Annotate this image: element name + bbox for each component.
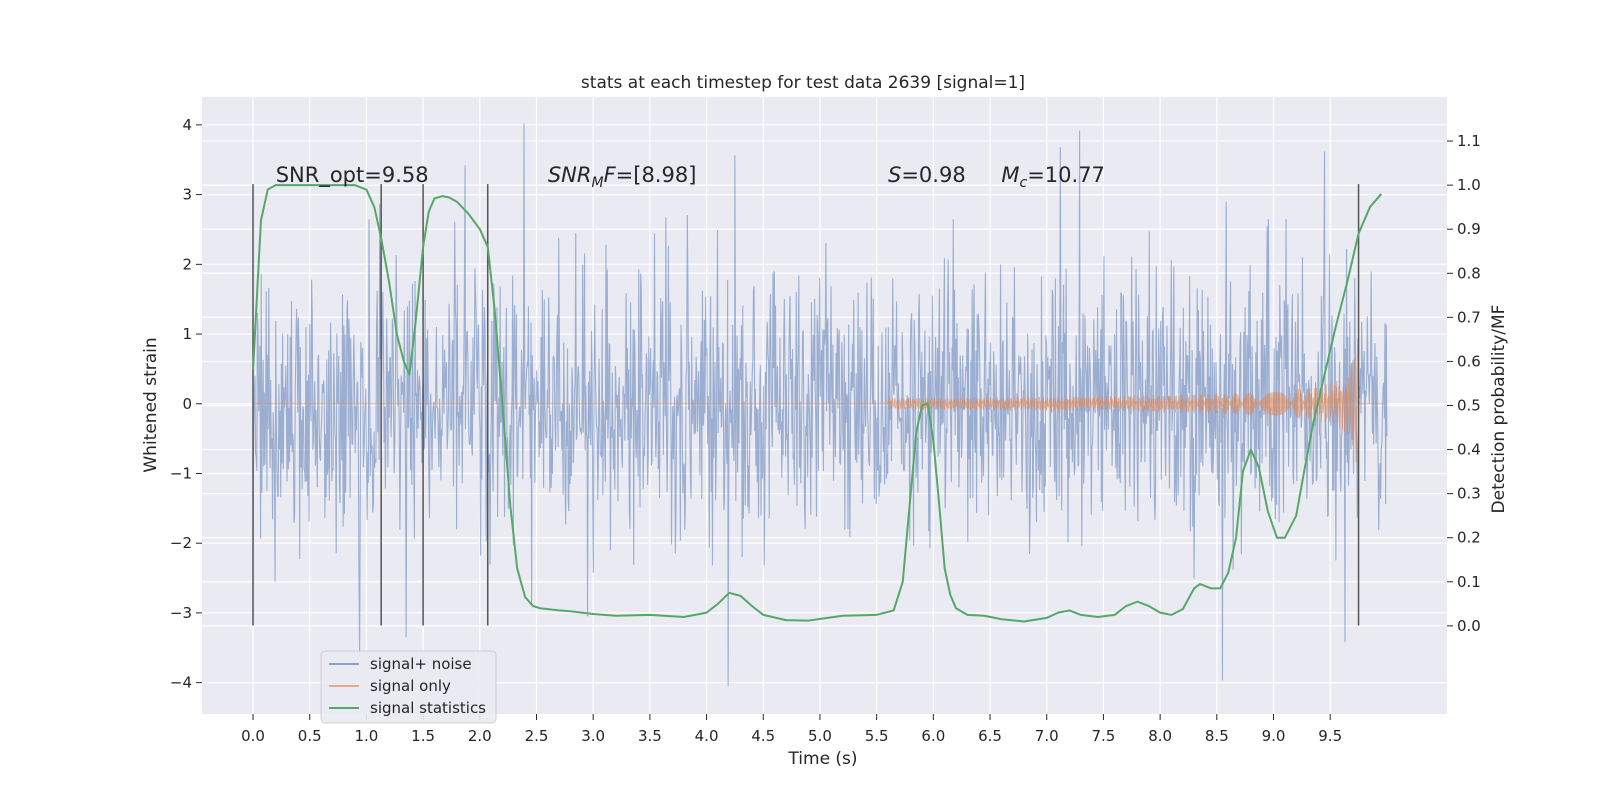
y-axis-ticks: 4 3 2 1 0 −1 −2 −3 −4 (170, 116, 202, 692)
y2-axis-label: Detection probability/MF (1489, 305, 1509, 514)
y2-tick-label-10: 0.1 (1457, 573, 1481, 591)
signal-noise-series (252, 123, 1388, 687)
y-tick-label-6: −2 (170, 534, 192, 552)
x-axis-ticks: 0.0 0.5 1.0 1.5 2.0 2.5 3.0 3.5 4.0 4.5 5.0 5.5 6.0 6… (241, 714, 1342, 745)
y-tick-label-3: 1 (182, 325, 192, 343)
x-tick-label-8: 4.0 (695, 727, 719, 745)
x-tick-label-4: 2.0 (468, 727, 492, 745)
y2-tick-label-2: 0.9 (1457, 220, 1481, 238)
x-tick-label-3: 1.5 (411, 727, 435, 745)
signal-only-line (253, 339, 1387, 463)
y2-tick-label-9: 0.2 (1457, 529, 1481, 547)
y-tick-label-0: 4 (182, 116, 192, 134)
x-tick-label-18: 9.0 (1262, 727, 1286, 745)
x-tick-label-5: 2.5 (525, 727, 549, 745)
x-tick-label-6: 3.0 (581, 727, 605, 745)
signal-statistics-line (252, 184, 1382, 623)
x-tick-label-1: 0.5 (298, 727, 322, 745)
x-tick-label-0: 0.0 (241, 727, 265, 745)
annotation-2: S=0.98 (888, 163, 966, 187)
y2-tick-label-6: 0.5 (1457, 397, 1481, 415)
y2-tick-label-5: 0.6 (1457, 352, 1481, 370)
y-tick-label-7: −3 (170, 604, 192, 622)
y-tick-label-2: 2 (182, 255, 192, 273)
legend-label-signal-noise: signal+ noise (370, 655, 472, 673)
x-tick-label-19: 9.5 (1318, 727, 1342, 745)
chart-title: stats at each timestep for test data 263… (581, 73, 1025, 93)
x-tick-label-12: 6.0 (921, 727, 945, 745)
signal-statistics-series (252, 184, 1382, 623)
y2-tick-label-4: 0.7 (1457, 308, 1481, 326)
x-tick-label-10: 5.0 (808, 727, 832, 745)
y2-tick-label-11: 0.0 (1457, 617, 1481, 635)
y-tick-label-4: 0 (182, 395, 192, 413)
y-axis-label: Whitened strain (141, 337, 161, 472)
signal-noise-line (252, 123, 1388, 687)
y2-tick-label-0: 1.1 (1457, 132, 1481, 150)
x-tick-label-16: 8.0 (1148, 727, 1172, 745)
legend-label-signal-only: signal only (370, 677, 451, 695)
legend: signal+ noise signal only signal statist… (320, 650, 497, 724)
annotation-3: Mc=10.77 (1001, 163, 1105, 191)
annotations: SNR_opt=9.58 SNRMF=[8.98] S=0.98 Mc=10.77 (276, 163, 1105, 191)
x-tick-label-7: 3.5 (638, 727, 662, 745)
annotation-0: SNR_opt=9.58 (276, 163, 429, 188)
y-tick-label-1: 3 (182, 186, 192, 204)
y2-axis-ticks: 1.1 1.0 0.9 0.8 0.7 0.6 0.5 0.4 0.3 0.2 0.1 0.0 (1447, 132, 1481, 635)
x-tick-label-9: 4.5 (751, 727, 775, 745)
x-axis-label: Time (s) (787, 749, 857, 769)
x-tick-label-17: 8.5 (1205, 727, 1229, 745)
x-tick-label-11: 5.5 (865, 727, 889, 745)
y2-tick-label-7: 0.4 (1457, 441, 1481, 459)
y-tick-label-5: −1 (170, 464, 192, 482)
legend-label-signal-statistics: signal statistics (370, 699, 486, 717)
y2-tick-label-3: 0.8 (1457, 264, 1481, 282)
annotation-1: SNRMF=[8.98] (548, 163, 697, 191)
signal-only-series (253, 339, 1387, 463)
x-tick-label-14: 7.0 (1035, 727, 1059, 745)
y2-tick-label-8: 0.3 (1457, 485, 1481, 503)
x-tick-label-13: 6.5 (978, 727, 1002, 745)
x-tick-label-2: 1.0 (354, 727, 378, 745)
y-tick-label-8: −4 (170, 674, 192, 692)
y2-tick-label-1: 1.0 (1457, 176, 1481, 194)
vertical-markers (252, 184, 1360, 626)
x-tick-label-15: 7.5 (1092, 727, 1116, 745)
legend-box (320, 650, 497, 724)
